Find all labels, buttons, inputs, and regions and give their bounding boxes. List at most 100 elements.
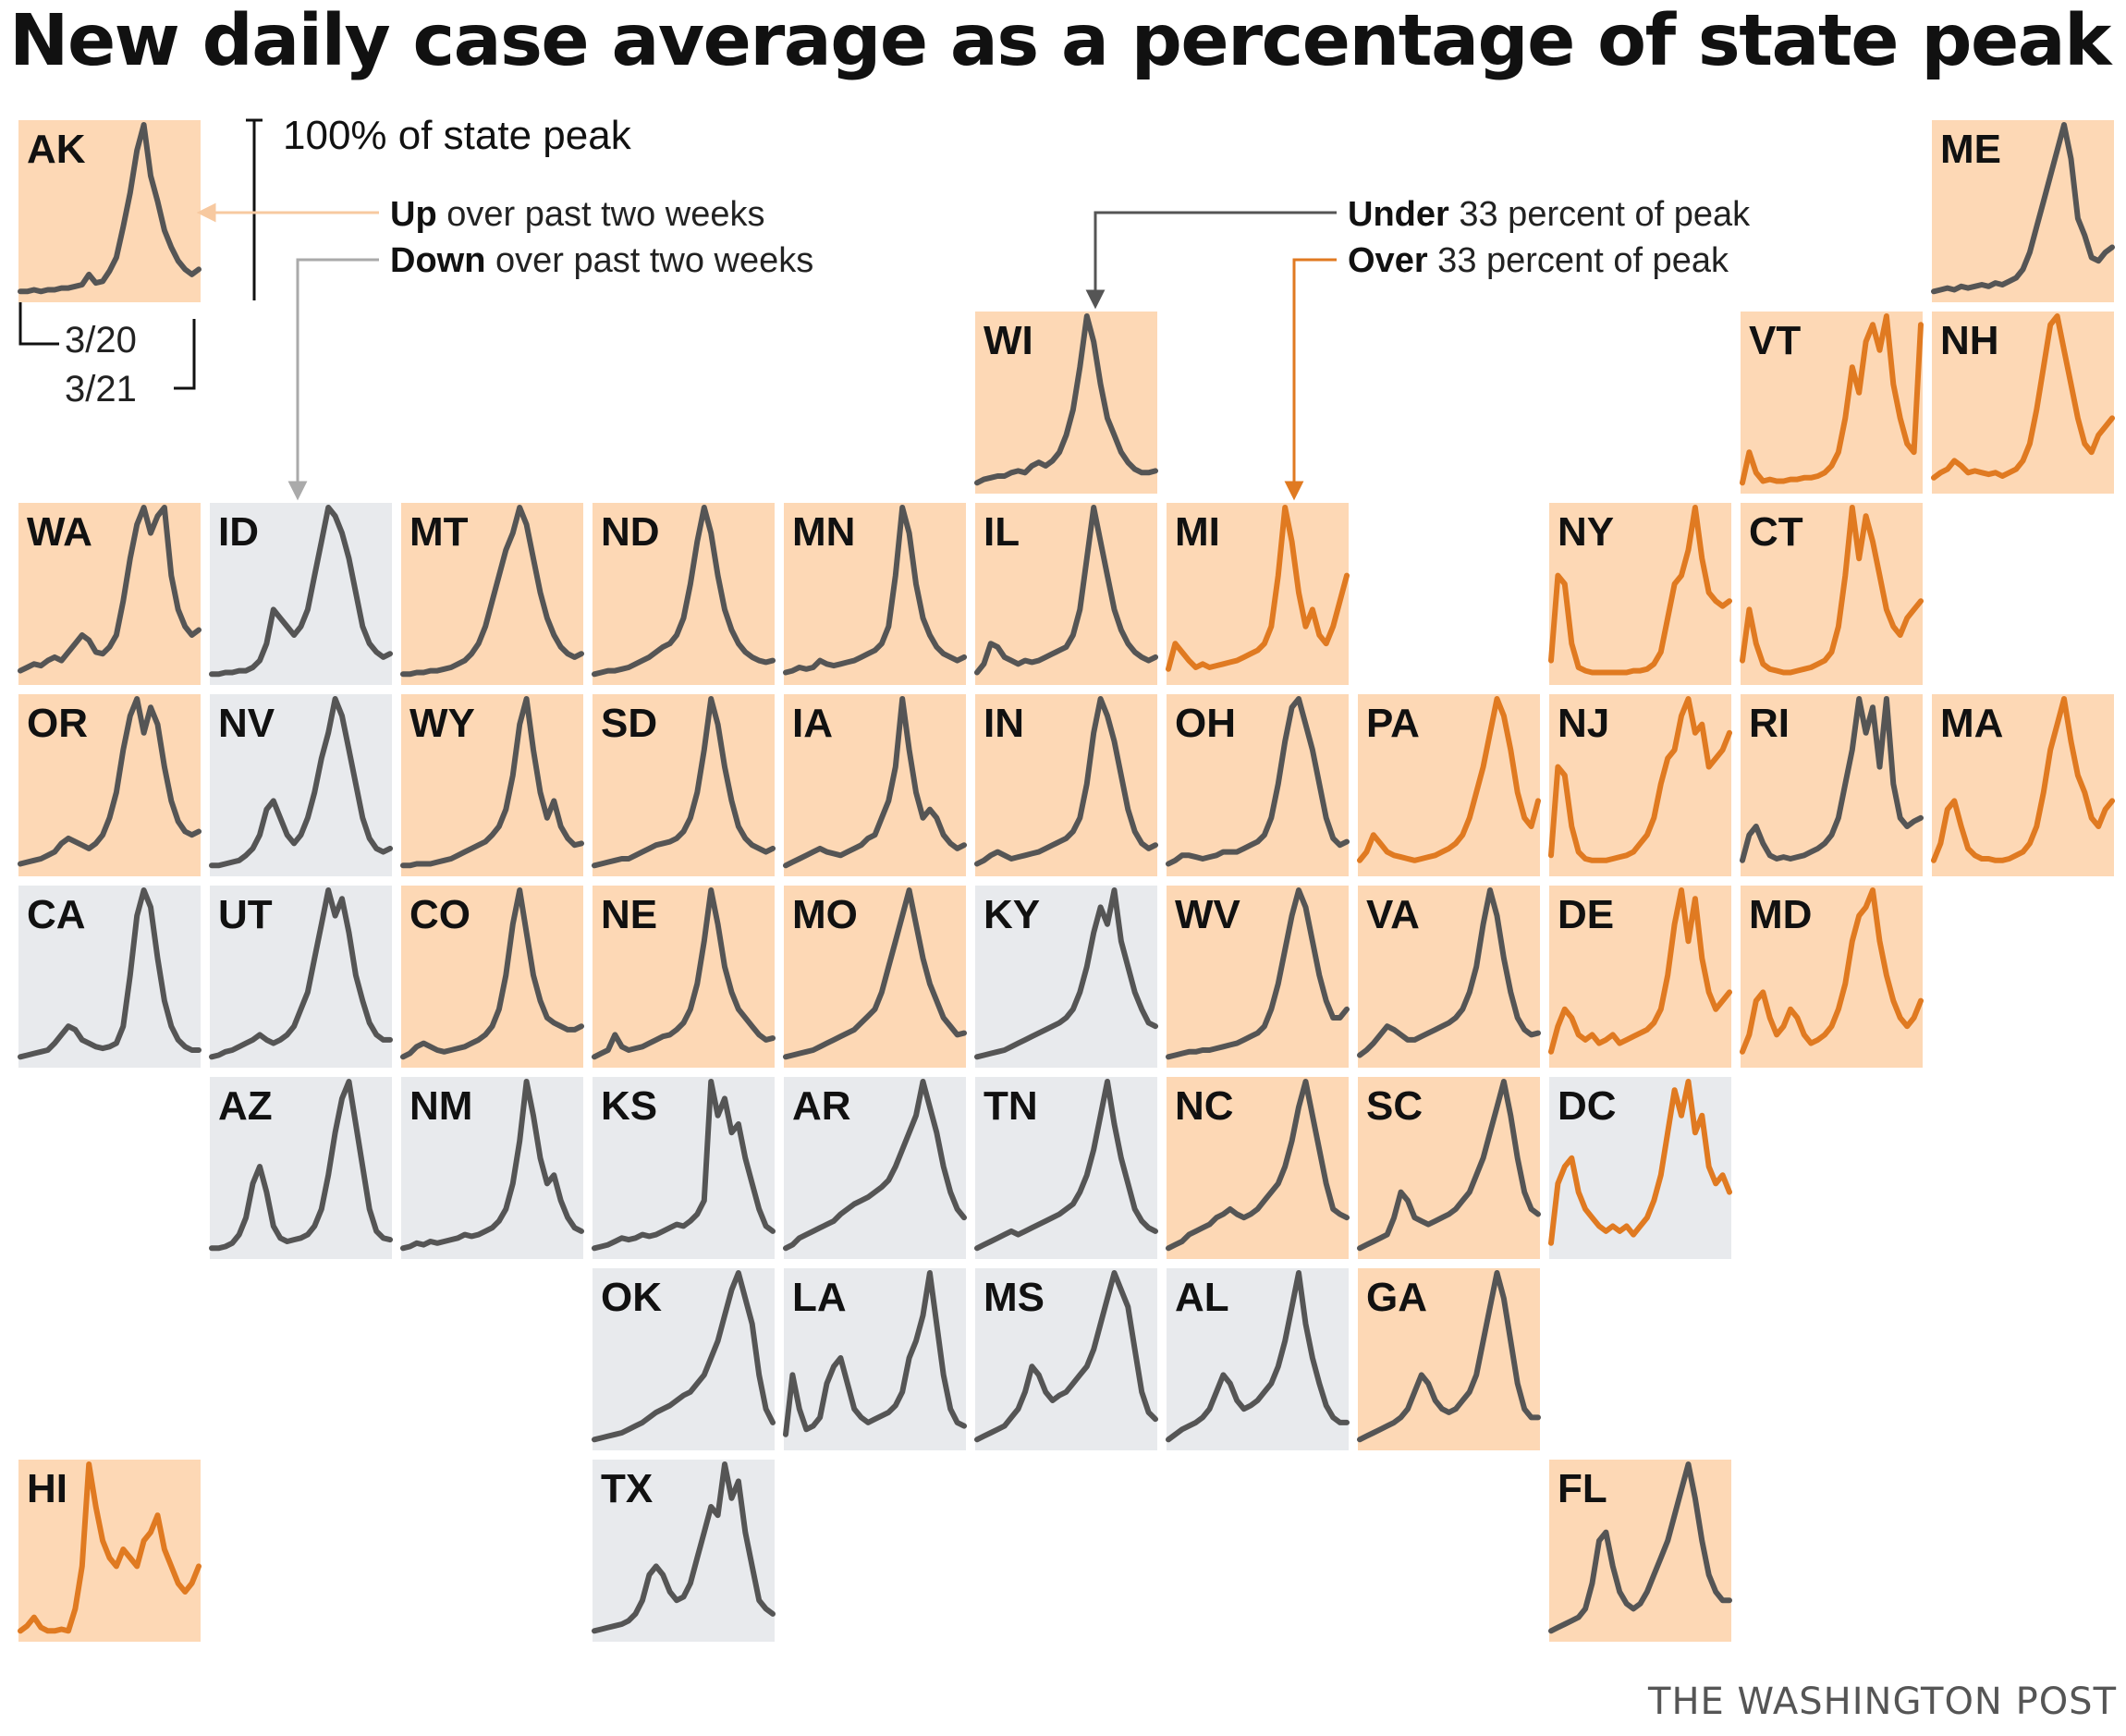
sparkline-de — [1548, 887, 1732, 1055]
state-tile-hi: HI — [18, 1460, 202, 1642]
state-abbr-mn: MN — [792, 509, 856, 555]
state-abbr-co: CO — [409, 892, 470, 937]
sparkline-wa — [18, 505, 202, 674]
sparkline-oh — [1166, 696, 1350, 867]
state-abbr-md: MD — [1749, 892, 1813, 937]
state-abbr-tx: TX — [601, 1466, 654, 1511]
state-tile-ky: KY — [974, 886, 1158, 1068]
series-line-md — [1740, 887, 1924, 1055]
legend-up: Up over past two weeks — [390, 194, 764, 235]
state-tile-ok: OK — [592, 1268, 776, 1450]
sparkline-mi — [1166, 505, 1350, 672]
state-tile-tn: TN — [974, 1077, 1158, 1259]
state-abbr-hi: HI — [27, 1466, 67, 1511]
series-line-vt — [1740, 313, 1924, 486]
state-tile-al: AL — [1166, 1268, 1350, 1450]
state-tile-mi: MI — [1166, 503, 1350, 685]
state-tile-md: MD — [1740, 886, 1924, 1068]
sparkline-nh — [1931, 313, 2115, 481]
state-abbr-oh: OH — [1175, 701, 1236, 746]
sparkline-ak — [18, 122, 202, 295]
state-abbr-ct: CT — [1749, 509, 1803, 555]
sparkline-sc — [1357, 1079, 1541, 1252]
state-abbr-in: IN — [984, 701, 1024, 746]
sparkline-vt — [1740, 313, 1924, 486]
state-tile-pa: PA — [1357, 694, 1541, 876]
sparkline-ga — [1357, 1270, 1541, 1443]
state-abbr-id: ID — [218, 509, 259, 555]
series-line-nc — [1166, 1079, 1350, 1252]
series-line-ny — [1548, 505, 1732, 676]
state-abbr-az: AZ — [218, 1083, 273, 1129]
legend-down: Down over past two weeks — [390, 240, 813, 281]
series-line-id — [209, 505, 393, 678]
series-line-ga — [1357, 1270, 1541, 1443]
legend-over-bold: Over — [1348, 241, 1428, 280]
legend-under-text: 33 percent of peak — [1448, 195, 1751, 234]
state-tile-me: ME — [1931, 120, 2115, 302]
series-line-tx — [592, 1461, 776, 1634]
state-tile-nc: NC — [1166, 1077, 1350, 1259]
legend-under-bold: Under — [1348, 195, 1449, 234]
state-abbr-ok: OK — [601, 1275, 662, 1320]
sparkline-fl — [1548, 1461, 1732, 1634]
series-line-ky — [974, 887, 1158, 1060]
sparkline-mo — [783, 887, 967, 1060]
sparkline-wy — [400, 696, 584, 869]
legend-down-bold: Down — [390, 241, 486, 280]
series-line-pa — [1357, 696, 1541, 863]
sparkline-ia — [783, 696, 967, 869]
series-line-wi — [974, 313, 1158, 486]
series-line-al — [1166, 1270, 1350, 1443]
sparkline-ma — [1931, 696, 2115, 863]
state-tile-fl: FL — [1548, 1460, 1732, 1642]
state-abbr-sc: SC — [1366, 1083, 1423, 1129]
state-tile-mn: MN — [783, 503, 967, 685]
state-tile-nv: NV — [209, 694, 393, 876]
state-tile-ak: AK — [18, 120, 202, 302]
state-abbr-pa: PA — [1366, 701, 1420, 746]
sparkline-nv — [209, 696, 393, 869]
sparkline-or — [18, 696, 202, 867]
series-line-sc — [1357, 1079, 1541, 1252]
series-line-nj — [1548, 696, 1732, 863]
series-line-mo — [783, 887, 967, 1060]
sparkline-tx — [592, 1461, 776, 1634]
sparkline-tn — [974, 1079, 1158, 1252]
state-tile-ca: CA — [18, 886, 202, 1068]
state-abbr-mt: MT — [409, 509, 469, 555]
series-line-ct — [1740, 505, 1924, 676]
series-line-ri — [1740, 696, 1924, 863]
series-line-mn — [783, 505, 967, 676]
state-tile-nd: ND — [592, 503, 776, 685]
sparkline-wi — [974, 313, 1158, 486]
state-tile-la: LA — [783, 1268, 967, 1450]
state-tile-dc: DC — [1548, 1077, 1732, 1259]
date-start-label: 3/20 — [65, 320, 137, 361]
state-abbr-ia: IA — [792, 701, 833, 746]
legend-over-text: 33 percent of peak — [1427, 241, 1729, 280]
state-abbr-fl: FL — [1558, 1466, 1607, 1511]
state-abbr-wi: WI — [984, 318, 1033, 363]
sparkline-co — [400, 887, 584, 1060]
state-tile-de: DE — [1548, 886, 1732, 1068]
state-tile-mt: MT — [400, 503, 584, 685]
state-tile-nj: NJ — [1548, 694, 1732, 876]
state-tile-nh: NH — [1931, 312, 2115, 494]
series-line-ms — [974, 1270, 1158, 1443]
sparkline-ca — [18, 887, 202, 1060]
sparkline-pa — [1357, 696, 1541, 863]
sparkline-nd — [592, 505, 776, 678]
state-tile-ks: KS — [592, 1077, 776, 1259]
state-abbr-nd: ND — [601, 509, 660, 555]
sparkline-az — [209, 1079, 393, 1252]
series-line-nh — [1931, 313, 2115, 481]
sparkline-nj — [1548, 696, 1732, 863]
series-line-la — [783, 1270, 967, 1437]
state-abbr-nm: NM — [409, 1083, 473, 1129]
state-tile-ms: MS — [974, 1268, 1158, 1450]
state-tile-ct: CT — [1740, 503, 1924, 685]
series-line-mt — [400, 505, 584, 678]
sparkline-ms — [974, 1270, 1158, 1443]
